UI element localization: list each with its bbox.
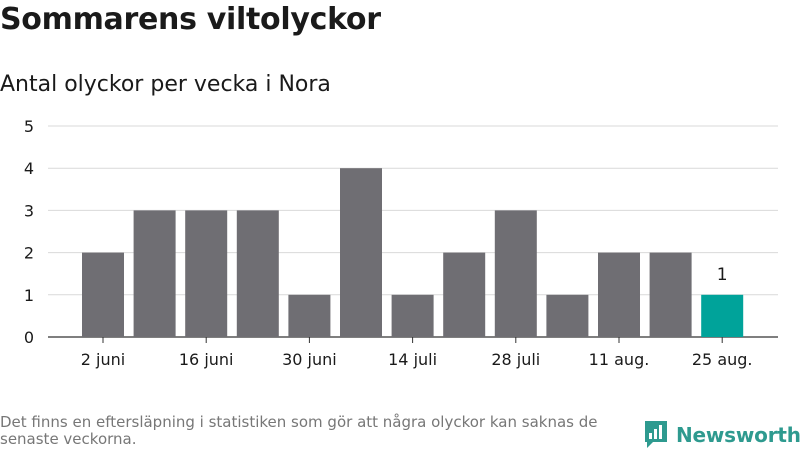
chart-title: Sommarens viltolyckor	[0, 2, 381, 37]
bar	[391, 294, 434, 337]
y-tick-label: 5	[24, 117, 34, 136]
bar	[649, 252, 692, 337]
bar	[598, 252, 640, 337]
bar	[133, 210, 176, 337]
y-tick-label: 0	[24, 328, 34, 347]
bar	[546, 294, 589, 337]
chart-subtitle: Antal olyckor per vecka i Nora	[0, 72, 331, 97]
bar	[185, 210, 228, 337]
footnote: Det finns en eftersläpning i statistiken…	[0, 413, 598, 448]
x-tick-label: 30 juni	[282, 350, 337, 369]
y-tick-label: 3	[24, 201, 34, 220]
bar-chart: 1 0 1 2 3 4 5 2 juni 16 juni 30 juni 14 juli 28 j…	[24, 117, 778, 369]
x-tick-label: 2 juni	[81, 350, 125, 369]
brand-name: Newsworthy	[676, 423, 800, 447]
bar	[236, 210, 279, 337]
bar	[443, 252, 486, 337]
x-tick-label: 28 juli	[491, 350, 540, 369]
bar-highlighted	[701, 294, 744, 337]
bar	[288, 294, 331, 337]
bars	[82, 168, 744, 337]
bar	[82, 252, 124, 337]
newsworthy-logo[interactable]: Newsworthy	[644, 420, 800, 450]
bar	[494, 210, 537, 337]
y-tick-label: 2	[24, 244, 34, 263]
x-tick-label: 25 aug.	[692, 350, 753, 369]
y-tick-label: 4	[24, 159, 34, 178]
x-tick-label: 14 juli	[388, 350, 437, 369]
x-tick-label: 11 aug.	[589, 350, 650, 369]
data-labels: 1	[717, 265, 728, 285]
x-tick-label: 16 juni	[179, 350, 234, 369]
bar	[340, 168, 382, 337]
bar-chart-logo-icon	[645, 421, 667, 448]
data-label: 1	[717, 265, 728, 285]
x-axis-ticks: 2 juni 16 juni 30 juni 14 juli 28 juli 11 aug…	[81, 337, 753, 369]
y-axis-ticks: 0 1 2 3 4 5	[24, 117, 34, 347]
y-tick-label: 1	[24, 286, 34, 305]
